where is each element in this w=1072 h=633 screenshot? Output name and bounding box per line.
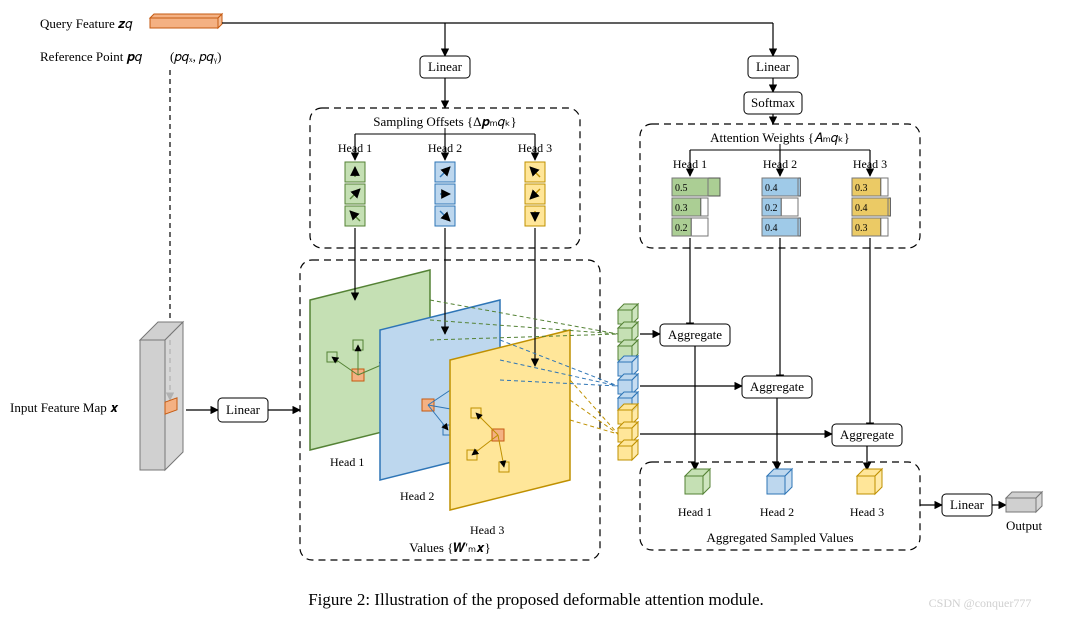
- box-label: Aggregate: [668, 327, 722, 342]
- text: Head 3: [850, 505, 884, 519]
- text: Head 2: [428, 141, 462, 155]
- text: Head 2: [400, 489, 434, 503]
- input-feature-map: [140, 322, 183, 470]
- text: 0.4: [765, 183, 778, 194]
- sample-cube: [618, 304, 638, 324]
- sample-cube: [618, 322, 638, 342]
- text: Head 1: [673, 157, 707, 171]
- watermark: CSDN @conquer777: [929, 596, 1032, 610]
- reference-point-label: Reference Point 𝒑𝑞: [40, 49, 143, 64]
- text: 0.3: [675, 203, 688, 214]
- text: 0.3: [855, 223, 868, 234]
- sample-cube: [618, 356, 638, 376]
- output-label: Output: [1006, 518, 1043, 533]
- box-label: Linear: [756, 59, 791, 74]
- sample-cube: [618, 422, 638, 442]
- figure-caption: Figure 2: Illustration of the proposed d…: [308, 590, 764, 609]
- box-label: Aggregate: [840, 427, 894, 442]
- diagram: Query Feature 𝒛𝑞 Reference Point 𝒑𝑞 (𝑝𝑞ₓ, …: [0, 0, 1072, 633]
- sample-cube: [618, 404, 638, 424]
- agg-cube-1: [685, 469, 710, 494]
- text: 0.4: [765, 223, 778, 234]
- reference-point-coords: (𝑝𝑞ₓ, 𝑝𝑞ᵧ): [170, 49, 221, 65]
- sample-cube: [618, 374, 638, 394]
- input-feature-map-label: Input Feature Map 𝒙: [10, 400, 119, 415]
- text: Head 1: [330, 455, 364, 469]
- box-label: Linear: [428, 59, 463, 74]
- box-label: Linear: [226, 402, 261, 417]
- value-map: [450, 330, 570, 510]
- box-label: Softmax: [751, 95, 796, 110]
- query-feature-label: Query Feature 𝒛𝑞: [40, 16, 133, 31]
- agg-cube-2: [767, 469, 792, 494]
- sample-cube: [618, 440, 638, 460]
- text: 0.2: [765, 203, 778, 214]
- values-title: Values {𝑾′ₘ𝒙}: [409, 540, 490, 555]
- text: 0.4: [855, 203, 868, 214]
- box-label: Linear: [950, 497, 985, 512]
- agg-cube-3: [857, 469, 882, 494]
- text: Head 1: [678, 505, 712, 519]
- text: Head 3: [853, 157, 887, 171]
- aggregated-title: Aggregated Sampled Values: [706, 530, 853, 545]
- text: Head 1: [338, 141, 372, 155]
- box-label: Aggregate: [750, 379, 804, 394]
- text: 0.2: [675, 223, 688, 234]
- query-feature-bar: [150, 14, 222, 28]
- output-cuboid: [1006, 492, 1042, 512]
- text: 0.5: [675, 183, 688, 194]
- text: 0.3: [855, 183, 868, 194]
- text: Head 3: [518, 141, 552, 155]
- text: Head 3: [470, 523, 504, 537]
- text: Head 2: [760, 505, 794, 519]
- text: Head 2: [763, 157, 797, 171]
- sampling-offsets-title: Sampling Offsets {Δ𝒑ₘ𝑞ₖ}: [373, 114, 516, 129]
- attention-weights-title: Attention Weights {𝐴ₘ𝑞ₖ}: [710, 130, 850, 145]
